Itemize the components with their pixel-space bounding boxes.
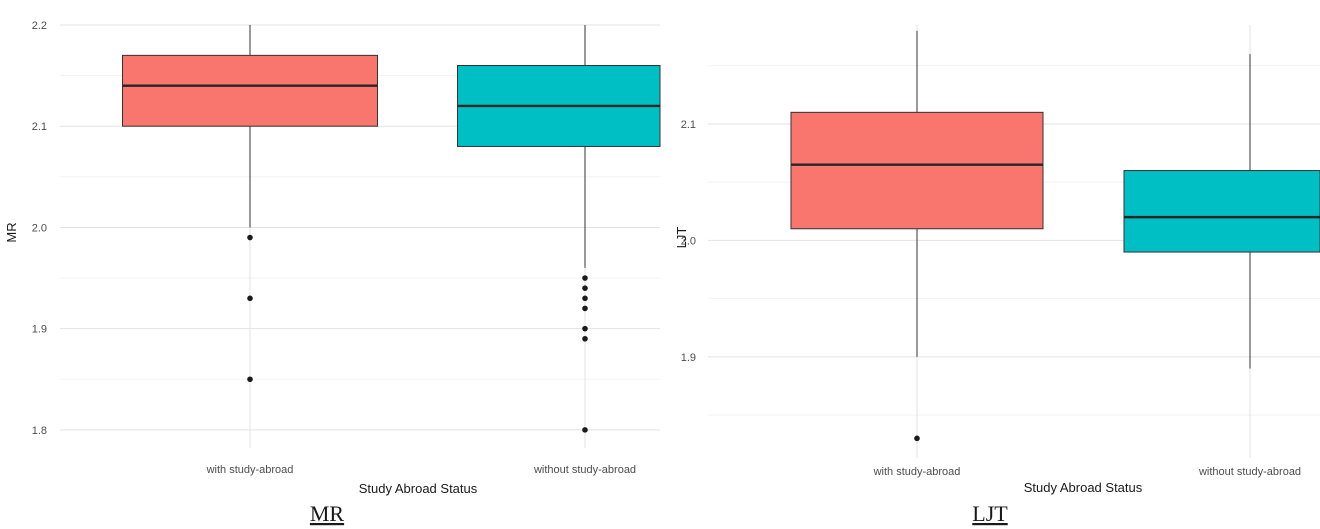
x-axis-title: Study Abroad Status [1024, 480, 1143, 495]
y-tick-label: 1.9 [681, 352, 696, 364]
mr-boxplot-panel: 1.8 1.9 2.0 2.1 2.2 with study-abroad without … [4, 20, 661, 526]
outlier-point [582, 295, 588, 302]
box-with-study-abroad [122, 54, 378, 127]
y-tick-label: 2.0 [681, 235, 696, 247]
outlier-point [582, 325, 588, 332]
outlier-point [247, 295, 253, 302]
outlier-point [247, 234, 253, 241]
x-tick-label: without study-abroad [533, 464, 636, 476]
y-tick-label: 1.8 [32, 425, 47, 437]
x-tick-label: with study-abroad [206, 464, 294, 476]
y-tick-label: 2.0 [32, 222, 47, 234]
ljt-boxplot-panel: 1.9 2.0 2.1 with study-abroad without study-… [674, 25, 1320, 526]
box-without-study-abroad [1123, 170, 1320, 253]
x-tick-label: without study-abroad [1198, 466, 1301, 478]
y-tick-label: 2.2 [32, 20, 47, 32]
x-tick-label: with study-abroad [873, 466, 961, 478]
y-tick-label: 2.1 [681, 119, 696, 131]
outlier-point [914, 435, 920, 442]
outlier-point [582, 285, 588, 291]
x-axis-title: Study Abroad Status [359, 481, 478, 496]
outlier-point [247, 376, 253, 383]
outlier-point [582, 427, 588, 433]
panel-caption: MR [310, 501, 345, 526]
y-tick-label: 1.9 [32, 324, 47, 336]
box-with-study-abroad [790, 111, 1044, 230]
y-axis-title: MR [4, 222, 19, 242]
panel-caption: LJT [972, 501, 1008, 526]
y-tick-label: 2.1 [32, 121, 47, 133]
outlier-point [582, 335, 588, 342]
y-axis-title: LJT [674, 227, 689, 249]
outlier-point [582, 305, 588, 312]
outlier-point [582, 275, 588, 281]
